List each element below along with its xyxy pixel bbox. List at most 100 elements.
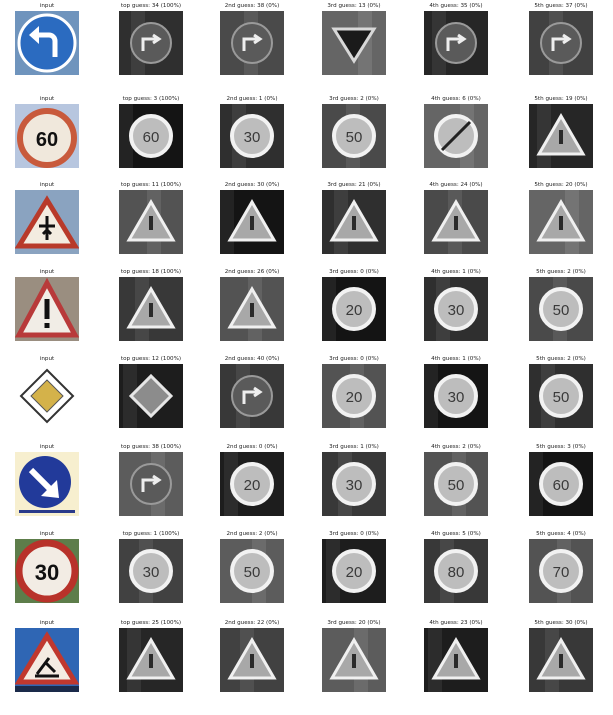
symbol-mark	[352, 654, 356, 668]
input-caption: input	[39, 96, 55, 102]
speed-limit-20-sign: 20	[322, 277, 386, 341]
guess-caption: top guess: 25 (100%)	[120, 620, 182, 626]
round-sign	[332, 287, 376, 331]
input-caption: input	[39, 531, 55, 537]
guess-caption: 2nd guess: 26 (0%)	[224, 269, 280, 275]
speed-limit-20-sign: 20	[220, 452, 284, 516]
straight-or-left-sign-image	[529, 11, 593, 75]
background-texture	[322, 277, 336, 341]
speed-limit-60-sign-image: 60	[119, 104, 183, 168]
inverted-triangle	[331, 27, 377, 64]
speed-limit-60-sign-image: 60	[15, 104, 79, 168]
arrow-symbol	[551, 33, 572, 51]
speed-limit-30-sign: 30	[220, 104, 284, 168]
speed-limit-50-sign-image: 50	[322, 104, 386, 168]
speed-limit-30-sign-image: 30	[220, 104, 284, 168]
guess-caption: 3rd guess: 1 (0%)	[329, 444, 379, 450]
round-sign	[539, 287, 583, 331]
guess-caption: top guess: 1 (100%)	[122, 531, 180, 537]
background-texture	[220, 190, 234, 254]
sign-number: 60	[553, 477, 570, 494]
sign-number: 60	[36, 129, 58, 151]
input-caption: input	[39, 444, 55, 450]
speed-limit-50-sign: 50	[220, 539, 284, 603]
speed-limit-50-sign-image: 50	[529, 364, 593, 428]
priority-diamond-inner	[30, 379, 64, 413]
traffic-signals-sign	[220, 277, 284, 341]
symbol-mark	[250, 303, 254, 317]
straight-or-left-sign	[529, 11, 593, 75]
guess-caption: 2nd guess: 2 (0%)	[226, 531, 278, 537]
ice-snow-sign	[220, 190, 284, 254]
round-sign	[130, 463, 172, 505]
symbol-mark	[559, 216, 563, 230]
sign-number: 50	[346, 129, 363, 146]
speed-limit-50-sign-image: 50	[220, 539, 284, 603]
speed-limit-30-sign-image: 30	[322, 452, 386, 516]
input-caption: input	[39, 620, 55, 626]
end-speed-limit-sign-image	[424, 104, 488, 168]
speed-limit-80-sign-image: 80	[424, 539, 488, 603]
guess-caption: 3rd guess: 21 (0%)	[327, 182, 381, 188]
round-sign	[539, 374, 583, 418]
arrow-symbol	[141, 474, 162, 492]
guess-caption: 5th guess: 2 (0%)	[536, 269, 586, 275]
input-caption: input	[39, 269, 55, 275]
sign-number: 30	[143, 564, 160, 581]
symbol-mark	[149, 216, 153, 230]
guess-caption: 4th guess: 5 (0%)	[431, 531, 481, 537]
sign-number: 50	[448, 477, 465, 494]
right-of-way-sign-image	[119, 190, 183, 254]
guess-caption: 3rd guess: 20 (0%)	[327, 620, 381, 626]
round-sign	[231, 375, 273, 417]
guess-caption: 4th guess: 1 (0%)	[431, 269, 481, 275]
symbol-mark	[559, 654, 563, 668]
sign-number: 20	[346, 564, 363, 581]
speed-limit-50-sign: 50	[424, 452, 488, 516]
ice-snow-sign-image	[220, 190, 284, 254]
priority-road-sign-image	[119, 364, 183, 428]
right-of-way-warning-sign-image	[15, 190, 79, 254]
dangerous-curve-left-sign	[529, 104, 593, 168]
arrow-head	[29, 26, 39, 44]
sign-disc	[15, 539, 79, 603]
guess-caption: 4th guess: 1 (0%)	[431, 356, 481, 362]
round-sign	[435, 22, 477, 64]
speed-limit-30-sign-image: 30	[15, 539, 79, 603]
road-work-sign-image	[15, 628, 79, 692]
guess-caption: 4th guess: 6 (0%)	[431, 96, 481, 102]
sign-disc	[17, 108, 77, 168]
end-slash	[440, 120, 472, 152]
road-narrows-sign	[424, 190, 488, 254]
double-curve-sign	[322, 190, 386, 254]
guess-caption: 4th guess: 24 (0%)	[429, 182, 483, 188]
guess-caption: 5th guess: 20 (0%)	[534, 182, 588, 188]
guess-caption: top guess: 3 (100%)	[122, 96, 180, 102]
speed-limit-30-sign-image: 30	[424, 364, 488, 428]
guess-caption: 3rd guess: 0 (0%)	[329, 269, 379, 275]
symbol-mark	[250, 654, 254, 668]
right-of-way-sign	[119, 190, 183, 254]
round-sign	[129, 549, 173, 593]
symbol-mark	[149, 654, 153, 668]
sign-number: 20	[346, 302, 363, 319]
round-sign	[129, 114, 173, 158]
right-of-way-warning-sign	[15, 190, 79, 254]
sign-number: 20	[244, 477, 261, 494]
sign-number: 30	[244, 129, 261, 146]
speed-limit-60-sign: 60	[15, 104, 79, 168]
speed-limit-20-sign-image: 20	[322, 364, 386, 428]
sign-number: 50	[244, 564, 261, 581]
sign-number: 30	[448, 389, 465, 406]
double-curve-sign-image	[322, 190, 386, 254]
speed-limit-30-sign: 30	[424, 364, 488, 428]
worker-symbol	[35, 657, 59, 678]
guess-caption: 2nd guess: 1 (0%)	[226, 96, 278, 102]
dangerous-curve-right-sign	[529, 190, 593, 254]
sign-number: 30	[35, 560, 59, 585]
general-caution-sign-image	[119, 277, 183, 341]
speed-limit-20-sign-image: 20	[322, 277, 386, 341]
keep-right-sign	[220, 11, 284, 75]
priority-road-sign	[119, 364, 183, 428]
